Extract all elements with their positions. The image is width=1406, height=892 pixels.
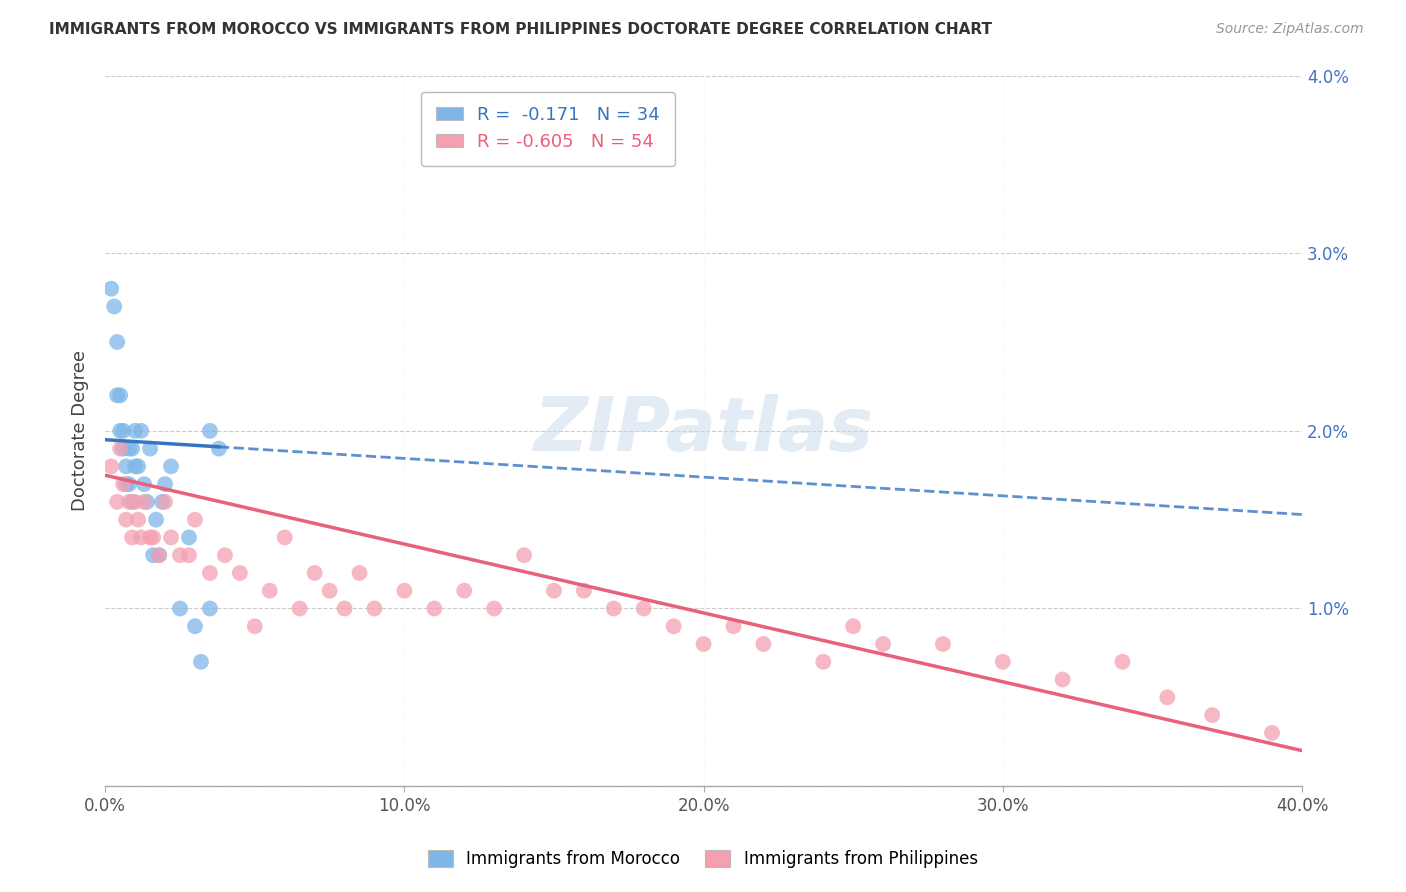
Point [105,334,128,349]
Point [115,459,138,474]
Point [148,548,170,562]
Point [177,530,200,544]
Point [153,495,176,509]
Point [190,655,212,669]
Point [423,601,446,615]
Point [363,601,385,615]
Point [349,566,371,580]
Point [132,495,155,509]
Point [274,530,297,544]
Point [145,513,167,527]
Point [169,548,191,562]
Point [177,548,200,562]
Point [288,601,311,615]
Point [112,442,135,456]
Point [105,495,128,509]
Point [160,459,183,474]
Text: IMMIGRANTS FROM MOROCCO VS IMMIGRANTS FROM PHILIPPINES DOCTORATE DEGREE CORRELAT: IMMIGRANTS FROM MOROCCO VS IMMIGRANTS FR… [49,22,993,37]
Point [139,442,162,456]
Point [198,601,221,615]
Point [723,619,745,633]
Point [160,530,183,544]
Point [184,513,207,527]
Point [184,619,207,633]
Point [453,583,475,598]
Point [112,424,135,438]
Point [572,583,595,598]
Point [243,619,266,633]
Point [103,300,125,314]
Point [112,477,135,491]
Point [118,495,141,509]
Point [229,566,252,580]
Point [752,637,775,651]
Point [394,583,416,598]
Point [842,619,865,633]
Point [121,495,143,509]
Point [136,495,159,509]
Point [208,442,231,456]
Point [118,442,141,456]
Point [872,637,894,651]
Point [121,530,143,544]
Point [513,548,536,562]
Point [139,530,162,544]
Point [127,513,149,527]
Point [1156,690,1178,705]
Point [142,548,165,562]
Point [108,424,131,438]
Point [105,388,128,402]
Point [692,637,714,651]
Point [932,637,955,651]
Legend: R =  -0.171   N = 34, R = -0.605   N = 54: R = -0.171 N = 34, R = -0.605 N = 54 [422,92,675,166]
Point [198,424,221,438]
Point [124,459,146,474]
Point [121,442,143,456]
Point [482,601,505,615]
Legend: Immigrants from Morocco, Immigrants from Philippines: Immigrants from Morocco, Immigrants from… [422,843,984,875]
Point [115,477,138,491]
Point [662,619,685,633]
Text: ZIPatlas: ZIPatlas [534,394,873,467]
Point [142,530,165,544]
Point [100,282,122,296]
Text: Source: ZipAtlas.com: Source: ZipAtlas.com [1216,22,1364,37]
Point [813,655,835,669]
Point [1111,655,1133,669]
Point [148,548,170,562]
Point [124,495,146,509]
Point [100,459,122,474]
Point [633,601,655,615]
Point [1261,726,1284,740]
Point [318,583,340,598]
Point [115,513,138,527]
Point [118,477,141,491]
Point [129,424,152,438]
Point [153,477,176,491]
Point [543,583,565,598]
Point [304,566,326,580]
Point [124,424,146,438]
Point [127,459,149,474]
Point [169,601,191,615]
Point [991,655,1014,669]
Point [1201,708,1223,723]
Point [198,566,221,580]
Point [603,601,626,615]
Y-axis label: Doctorate Degree: Doctorate Degree [72,351,89,511]
Point [150,495,173,509]
Point [333,601,356,615]
Point [108,388,131,402]
Point [259,583,281,598]
Point [214,548,236,562]
Point [108,442,131,456]
Point [132,477,155,491]
Point [1052,673,1074,687]
Point [129,530,152,544]
